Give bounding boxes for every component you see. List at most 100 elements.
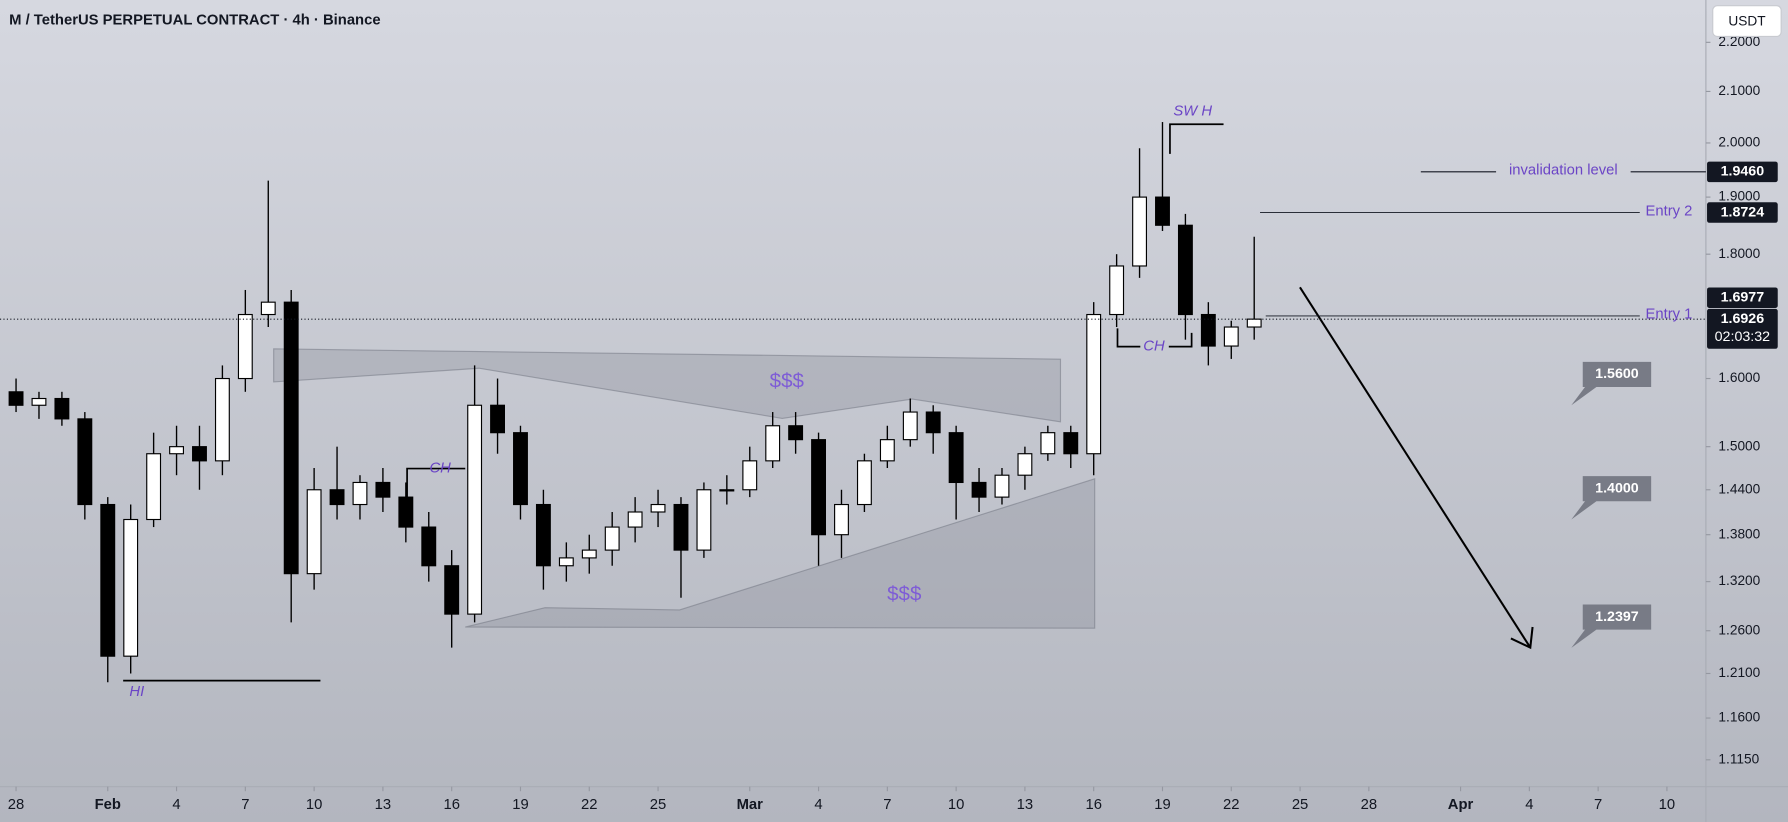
candle-body — [192, 446, 207, 462]
choch-line — [1168, 332, 1193, 348]
choch-line — [1116, 328, 1141, 348]
candle-body — [1040, 432, 1056, 455]
price-tag — [1707, 287, 1778, 308]
candle-body — [490, 404, 506, 434]
candle-body — [856, 460, 872, 506]
marks: 2.2000 2.1000 2.0000 1.9000 1.8000 1.6000 1.50… — [0, 34, 1778, 813]
x-tick-label: 13 — [375, 797, 391, 813]
x-tick-label: 7 — [241, 797, 249, 813]
currency-label[interactable]: USDT — [1728, 13, 1766, 28]
candle-body — [306, 489, 322, 575]
x-tick-label: 16 — [443, 797, 459, 813]
liquidity-label: $$$ — [887, 583, 922, 606]
candle-body — [352, 481, 368, 506]
candle-body — [581, 549, 597, 559]
x-tick-label: Apr — [1448, 797, 1474, 813]
candle-body — [994, 474, 1010, 498]
target-label: 1.5600 — [1595, 366, 1639, 382]
y-tick-label: 1.6000 — [1718, 370, 1760, 385]
x-tick-label: 10 — [948, 797, 964, 813]
x-tick-label: 25 — [1292, 797, 1308, 813]
candle-body — [100, 503, 116, 657]
y-tick-label: 1.2100 — [1718, 665, 1760, 680]
candle-body — [169, 446, 185, 455]
candle-body — [146, 453, 162, 521]
x-tick-label: 22 — [1223, 797, 1239, 813]
x-tick-label: 4 — [172, 797, 180, 813]
candle-body — [1223, 326, 1239, 347]
candle-body — [673, 503, 689, 551]
candle-body — [513, 432, 528, 506]
candle-body — [444, 565, 460, 615]
y-tick-label: 1.1600 — [1718, 710, 1760, 725]
level-label: invalidation level — [1509, 163, 1618, 179]
x-tick-label: 7 — [883, 797, 891, 813]
candle-body — [696, 489, 712, 551]
y-tick-label: 1.5000 — [1718, 438, 1760, 453]
liquidity-label: $$$ — [770, 369, 805, 392]
candle-body — [925, 411, 941, 434]
target-callout — [1571, 361, 1652, 406]
candle-body — [834, 503, 849, 536]
candle-body — [31, 397, 47, 406]
y-tick-label: 1.1150 — [1718, 751, 1759, 766]
y-tick-label: 2.2000 — [1718, 34, 1760, 49]
arrow-head — [1510, 626, 1534, 650]
candle-body — [604, 526, 620, 551]
swing-high-line — [1169, 123, 1224, 154]
x-tick-label: 4 — [1525, 797, 1533, 813]
candle-body — [1246, 318, 1262, 328]
candle-body — [788, 425, 804, 441]
x-tick-label: Mar — [737, 797, 764, 813]
target-label: 1.4000 — [1595, 480, 1639, 496]
currency-button[interactable] — [1712, 5, 1782, 38]
x-tick-label: Feb — [95, 797, 121, 813]
candle-body — [260, 301, 276, 316]
candle-body — [1155, 196, 1170, 226]
candle-body — [329, 489, 345, 506]
target-callout — [1571, 604, 1652, 648]
x-tick-label: 4 — [814, 797, 822, 813]
liquidity-zone — [273, 348, 1062, 423]
swing-high-label: SW H — [1173, 104, 1212, 120]
candle-body — [1177, 224, 1193, 316]
x-tick-label: 19 — [512, 797, 528, 813]
x-tick-label: 10 — [306, 797, 322, 813]
y-tick-label: 2.1000 — [1718, 83, 1760, 98]
target-label: 1.2397 — [1595, 609, 1639, 625]
level-label: Entry 1 — [1645, 307, 1692, 323]
candle-body — [214, 377, 230, 462]
price-tag-label: 1.8724 — [1721, 204, 1765, 220]
candle-body — [1109, 265, 1125, 316]
price-tag-label: 1.6977 — [1721, 289, 1765, 305]
candle-body — [375, 481, 391, 498]
y-tick-label: 2.0000 — [1718, 135, 1760, 150]
chart-title: M / TetherUS PERPETUAL CONTRACT · 4h · B… — [9, 12, 380, 28]
candle-body — [879, 439, 895, 462]
last-price-label: 1.6926 — [1721, 311, 1765, 327]
candle-body — [742, 460, 758, 491]
y-tick-label: 1.8000 — [1718, 246, 1760, 261]
liquidity-zone — [465, 478, 1096, 629]
candle-body — [1200, 313, 1216, 347]
y-tick-label: 1.2600 — [1718, 622, 1760, 637]
candle-body — [627, 511, 643, 528]
candle-body — [283, 301, 299, 575]
y-tick-label: 1.3200 — [1718, 573, 1760, 588]
candle-body — [1063, 432, 1079, 455]
x-tick-label: 28 — [1361, 797, 1377, 813]
candle-body — [719, 489, 735, 492]
candle-body — [535, 503, 551, 567]
candle-body — [558, 557, 574, 567]
level-label: Entry 2 — [1645, 203, 1692, 219]
choch-line — [406, 467, 466, 502]
candle-body — [467, 404, 483, 615]
x-tick-label: 16 — [1085, 797, 1101, 813]
candle-body — [54, 397, 70, 420]
low-label: HI — [129, 684, 144, 700]
candle-body — [811, 439, 827, 536]
last-price-tag — [1707, 308, 1778, 349]
x-tick-label: 25 — [650, 797, 666, 813]
